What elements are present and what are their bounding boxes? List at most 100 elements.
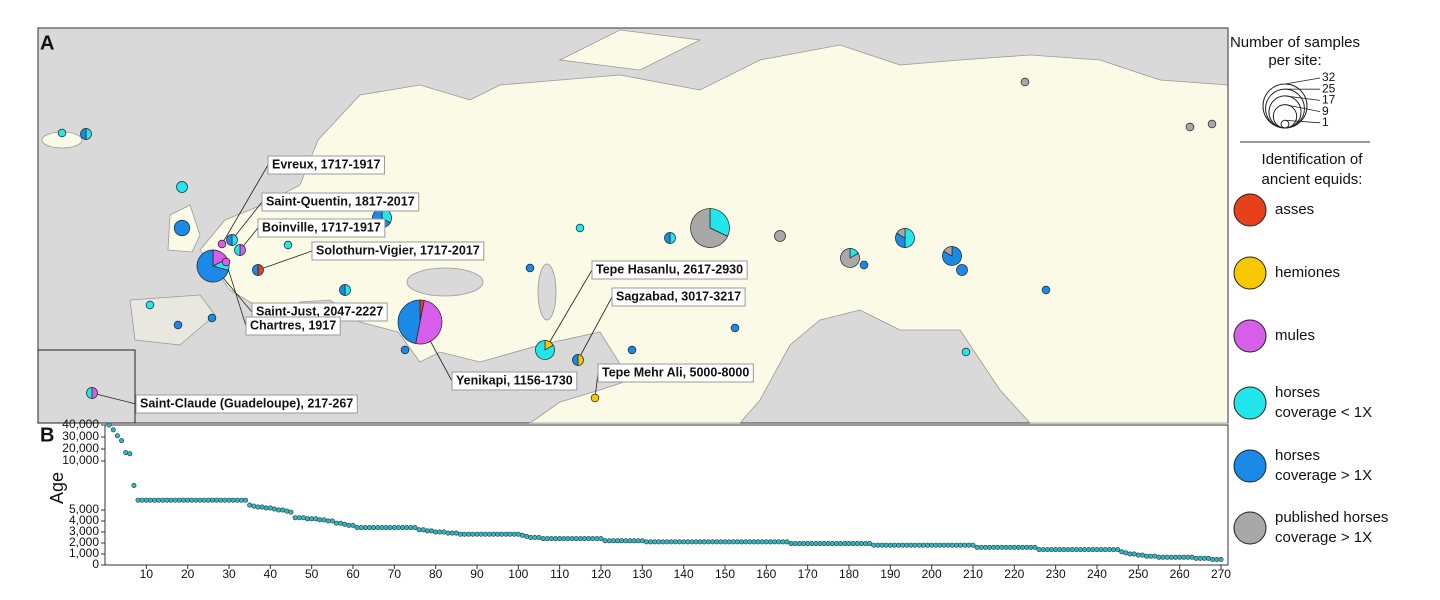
data-point [759,539,765,545]
data-point [342,521,348,527]
data-point [900,542,906,548]
data-point [1135,552,1141,558]
data-point [263,505,269,511]
leader-line [221,164,269,245]
data-point [449,530,455,536]
x-tick-label: 20 [181,567,195,581]
data-point [544,536,550,542]
data-point [234,497,240,503]
data-point [325,518,331,524]
data-point [656,539,662,545]
data-point [416,527,422,533]
data-point [863,541,869,547]
legend-swatch [1233,193,1267,227]
data-point [495,531,501,537]
data-point [540,536,546,542]
legend-label: published horses [1275,509,1388,526]
data-point [569,536,575,542]
leader-line [577,296,613,361]
data-point [1210,556,1216,562]
data-point [1181,554,1187,560]
data-point [420,527,426,533]
size-legend-label: 1 [1322,115,1329,129]
legend-label: coverage > 1X [1275,529,1372,546]
data-point [904,542,910,548]
data-point [561,536,567,542]
y-tick-label: 1,000 [69,546,99,560]
data-point [288,509,294,515]
data-point [247,502,253,508]
data-point [1115,547,1121,553]
data-point [119,438,125,444]
data-point [718,539,724,545]
data-point [305,516,311,522]
data-point [453,530,459,536]
site-marker [400,345,410,355]
data-point [573,536,579,542]
data-point [557,536,563,542]
site-marker [956,264,968,276]
data-point [739,539,745,545]
data-point [181,497,187,503]
data-point [127,451,133,457]
data-point [966,542,972,548]
data-point [1020,544,1026,550]
leader-line [544,269,593,351]
site-marker [1185,122,1195,132]
site-label: Evreux, 1717-1917 [272,157,380,171]
data-point [1007,544,1013,550]
data-point [730,539,736,545]
label-box [311,241,485,261]
data-point [1061,547,1067,553]
data-point [457,531,463,537]
data-point [1082,547,1088,553]
data-point [838,541,844,547]
legend-title: ancient equids: [1262,171,1363,188]
data-point [896,542,902,548]
data-point [201,497,207,503]
size-legend-label: 25 [1322,81,1336,95]
data-point [309,516,315,522]
data-point [850,541,856,547]
data-point [999,544,1005,550]
site-marker [730,323,740,333]
data-point [710,539,716,545]
data-point [333,520,339,526]
data-point [949,542,955,548]
data-point [875,542,881,548]
site-label: Tepe Hasanlu, 2617-2930 [596,262,743,276]
data-point [395,525,401,531]
pie-slice [86,387,93,399]
data-point [168,497,174,503]
data-point [767,539,773,545]
size-legend-label: 9 [1322,104,1329,118]
legend-label: mules [1275,327,1315,344]
y-tick-label: 20,000 [62,441,99,455]
data-point [1152,553,1158,559]
data-point [135,497,141,503]
x-tick-label: 260 [1170,567,1190,581]
data-point [594,536,600,542]
data-point [887,542,893,548]
data-point [209,497,215,503]
data-point [722,539,728,545]
x-tick-label: 100 [508,567,528,581]
size-legend-label: 17 [1322,93,1336,107]
data-point [280,507,286,513]
data-point [929,542,935,548]
data-point [1177,554,1183,560]
data-point [152,497,158,503]
data-point [267,505,273,511]
site-marker [575,223,585,233]
data-point [697,539,703,545]
x-tick-label: 90 [470,567,484,581]
data-point [367,525,373,531]
data-point [776,539,782,545]
data-point [218,497,224,503]
data-point [519,532,525,538]
data-point [251,503,257,509]
data-point [176,497,182,503]
data-point [883,542,889,548]
data-point [387,525,393,531]
